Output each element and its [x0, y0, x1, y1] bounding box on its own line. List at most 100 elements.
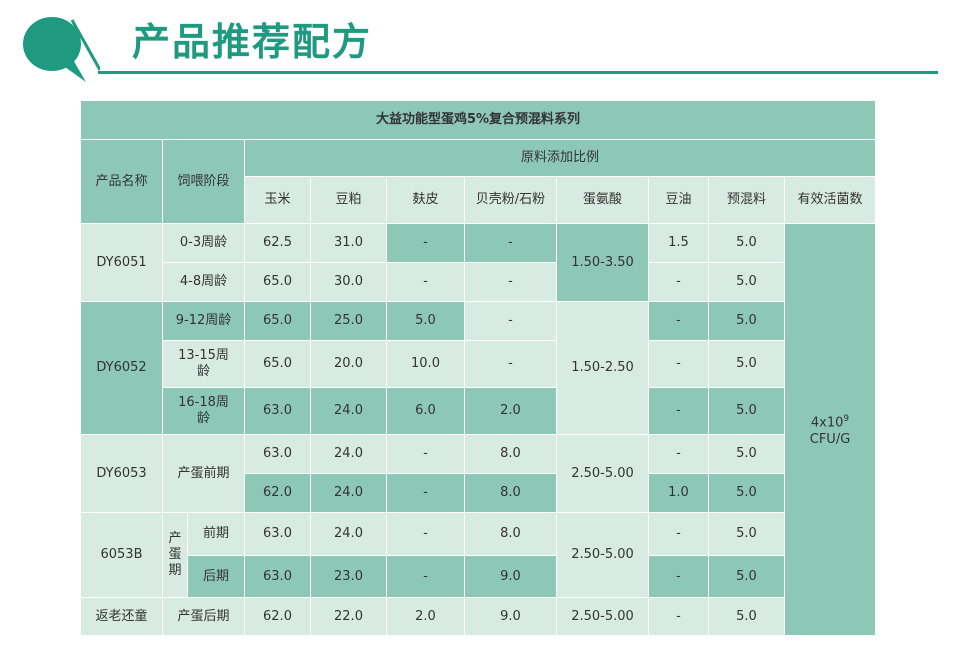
live-bacteria-value: 4x109 CFU/G: [783, 223, 877, 636]
methionine-value: 2.50-5.00: [556, 434, 649, 513]
methionine-value: 1.50-3.50: [556, 223, 649, 302]
shell-powder-value: 9.0: [464, 555, 557, 598]
soybean-meal-value: 25.0: [310, 301, 387, 341]
soybean-meal-value: 31.0: [310, 223, 387, 263]
product-name: DY6051: [80, 223, 163, 302]
bran-value: 2.0: [386, 597, 465, 636]
premix-value: 5.0: [708, 434, 785, 474]
soy-oil-value: 1.5: [648, 223, 709, 263]
table-row: 13-15周龄 65.0 20.0 10.0 - - 5.0: [81, 340, 876, 388]
feeding-stage: 0-3周龄: [162, 223, 245, 263]
bran-value: -: [386, 262, 465, 302]
feeding-stage: 产蛋后期: [162, 597, 245, 636]
bacteria-unit: CFU/G: [809, 431, 851, 447]
bran-value: -: [386, 223, 465, 263]
premix-value: 5.0: [708, 301, 785, 341]
soybean-meal-value: 20.0: [310, 340, 387, 388]
table-row: 后期 63.0 23.0 - 9.0 - 5.0: [81, 555, 876, 598]
corn-value: 63.0: [244, 555, 311, 598]
soybean-meal-value: 24.0: [310, 473, 387, 513]
soy-oil-value: -: [648, 597, 709, 636]
bran-value: -: [386, 473, 465, 513]
header-methionine: 蛋氨酸: [556, 176, 649, 224]
corn-value: 63.0: [244, 434, 311, 474]
premix-value: 5.0: [708, 512, 785, 556]
table-row: 62.0 24.0 - 8.0 1.0 5.0: [81, 473, 876, 513]
feeding-stage: 4-8周龄: [162, 262, 245, 302]
table-row: 4-8周龄 65.0 30.0 - - - 5.0: [81, 262, 876, 302]
soybean-meal-value: 30.0: [310, 262, 387, 302]
table-row: DY6053 产蛋前期 63.0 24.0 - 8.0 2.50-5.00 - …: [80, 434, 876, 513]
header-feeding-stage: 饲喂阶段: [162, 139, 245, 224]
bran-value: -: [386, 434, 465, 474]
corn-value: 62.0: [244, 597, 311, 636]
soy-oil-value: -: [648, 512, 709, 556]
feeding-stage: 产蛋期: [162, 512, 188, 598]
header-live-bacteria: 有效活菌数: [783, 176, 877, 224]
shell-powder-value: 8.0: [464, 434, 557, 474]
shell-powder-value: -: [464, 301, 557, 341]
soybean-meal-value: 24.0: [310, 434, 387, 474]
feeding-stage: 9-12周龄: [162, 301, 245, 341]
soy-oil-value: -: [648, 434, 709, 474]
feeding-stage: 13-15周龄: [162, 340, 245, 388]
corn-value: 65.0: [244, 301, 311, 341]
table-banner: 大益功能型蛋鸡5%复合预混料系列: [79, 100, 877, 140]
premix-value: 5.0: [708, 340, 785, 388]
corn-value: 65.0: [244, 340, 311, 388]
soybean-meal-value: 22.0: [310, 597, 387, 636]
soy-oil-value: -: [648, 262, 709, 302]
feeding-stage: 16-18周龄: [162, 387, 245, 435]
premix-value: 5.0: [708, 387, 785, 435]
soy-oil-value: -: [648, 387, 709, 435]
header-bran: 麸皮: [386, 176, 465, 224]
corn-value: 62.5: [244, 223, 311, 263]
product-name: DY6052: [80, 301, 163, 435]
table-row: 6053B 产蛋期 前期 63.0 24.0 - 8.0 2.50-5.00 -…: [80, 512, 876, 598]
shell-powder-value: -: [464, 340, 557, 388]
table-row: DY6052 9-12周龄 65.0 25.0 5.0 - 1.50-2.50 …: [80, 301, 876, 435]
soybean-meal-value: 23.0: [310, 555, 387, 598]
bran-value: -: [386, 555, 465, 598]
header-soybean-meal: 豆粕: [310, 176, 387, 224]
soybean-meal-value: 24.0: [310, 512, 387, 556]
shell-powder-value: 8.0: [464, 512, 557, 556]
product-name: 返老还童: [80, 597, 163, 636]
feeding-stage: 产蛋前期: [162, 434, 245, 513]
premix-value: 5.0: [708, 473, 785, 513]
soy-oil-value: 1.0: [648, 473, 709, 513]
shell-powder-value: 8.0: [464, 473, 557, 513]
soybean-meal-value: 24.0: [310, 387, 387, 435]
product-name: DY6053: [80, 434, 163, 513]
premix-value: 5.0: [708, 262, 785, 302]
soy-oil-value: -: [648, 555, 709, 598]
bran-value: 5.0: [386, 301, 465, 341]
premix-value: 5.0: [708, 597, 785, 636]
page-title: 产品推荐配方: [132, 20, 373, 64]
shell-powder-value: 9.0: [464, 597, 557, 636]
feeding-substage: 前期: [187, 512, 245, 556]
table-row: 返老还童 产蛋后期 62.0 22.0 2.0 9.0 2.50-5.00 - …: [80, 597, 876, 636]
bran-value: 10.0: [386, 340, 465, 388]
bacteria-exponent: 9: [843, 414, 850, 425]
methionine-value: 1.50-2.50: [556, 301, 649, 435]
feeding-substage: 后期: [187, 555, 245, 598]
bran-value: 6.0: [386, 387, 465, 435]
methionine-value: 2.50-5.00: [556, 597, 649, 636]
header-product-name: 产品名称: [80, 139, 163, 224]
corn-value: 63.0: [244, 387, 311, 435]
methionine-value: 2.50-5.00: [556, 512, 649, 598]
logo-icon: [23, 17, 100, 82]
soy-oil-value: -: [648, 301, 709, 341]
shell-powder-value: -: [464, 262, 557, 302]
header-shell-powder: 贝壳粉/石粉: [464, 176, 557, 224]
corn-value: 65.0: [244, 262, 311, 302]
table-row: 16-18周龄 63.0 24.0 6.0 2.0 - 5.0: [81, 387, 876, 435]
corn-value: 62.0: [244, 473, 311, 513]
title-divider: [98, 71, 938, 74]
soy-oil-value: -: [648, 340, 709, 388]
header-ratio-group: 原料添加比例: [243, 139, 877, 177]
product-name: 6053B: [80, 512, 163, 598]
premix-value: 5.0: [708, 223, 785, 263]
shell-powder-value: -: [464, 223, 557, 263]
